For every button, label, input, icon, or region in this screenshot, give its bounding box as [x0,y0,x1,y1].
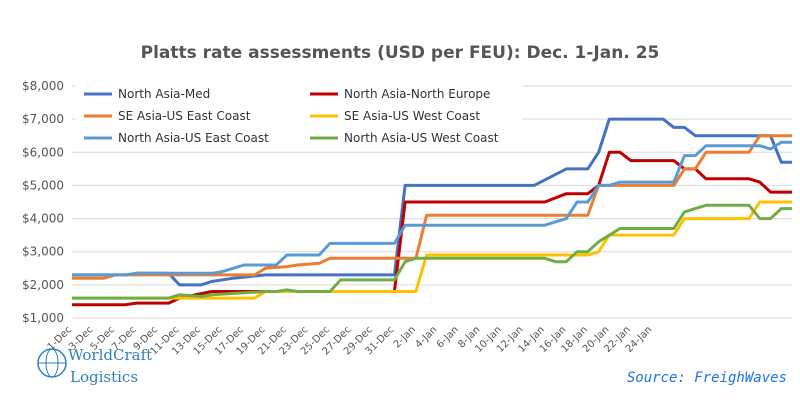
legend-label: North Asia-US East Coast [118,131,269,145]
series-line-3 [72,200,792,300]
y-tick-label: $1,000 [22,311,64,325]
legend-box [76,82,522,150]
y-tick-label: $7,000 [22,112,64,126]
logo-line2: Logistics [70,368,138,386]
series-line-2 [72,134,792,280]
y-axis-ticks: $1,000 $2,000 $3,000 $4,000 $5,000 $6,000 $7,0… [22,79,64,325]
legend-label: North Asia-US West Coast [344,131,499,145]
legend-label: North Asia-Med [118,87,210,101]
x-tick-label: 2-Jan [392,324,418,350]
series-line-4 [72,140,792,277]
logo-line1: WorldCraft [68,346,152,364]
y-tick-label: $3,000 [22,245,64,259]
series-line-1 [72,150,792,307]
y-tick-label: $6,000 [22,145,64,159]
worldcraft-logo: WorldCraft Logistics [37,346,152,386]
chart-title: Platts rate assessments (USD per FEU): D… [141,43,660,63]
y-tick-label: $2,000 [22,278,64,292]
source-note: Source: FreighWaves [627,370,787,386]
y-tick-label: $8,000 [22,79,64,93]
series-line-5 [72,203,792,300]
y-tick-label: $4,000 [22,212,64,226]
legend-label: SE Asia-US East Coast [118,109,251,123]
x-tick-label: 4-Jan [413,324,439,350]
series-lines [72,117,792,307]
y-tick-label: $5,000 [22,178,64,192]
legend-label: North Asia-North Europe [344,87,490,101]
x-tick-label: 6-Jan [435,324,461,350]
legend: North Asia-Med North Asia-North Europe SE … [76,82,522,150]
legend-label: SE Asia-US West Coast [344,109,480,123]
